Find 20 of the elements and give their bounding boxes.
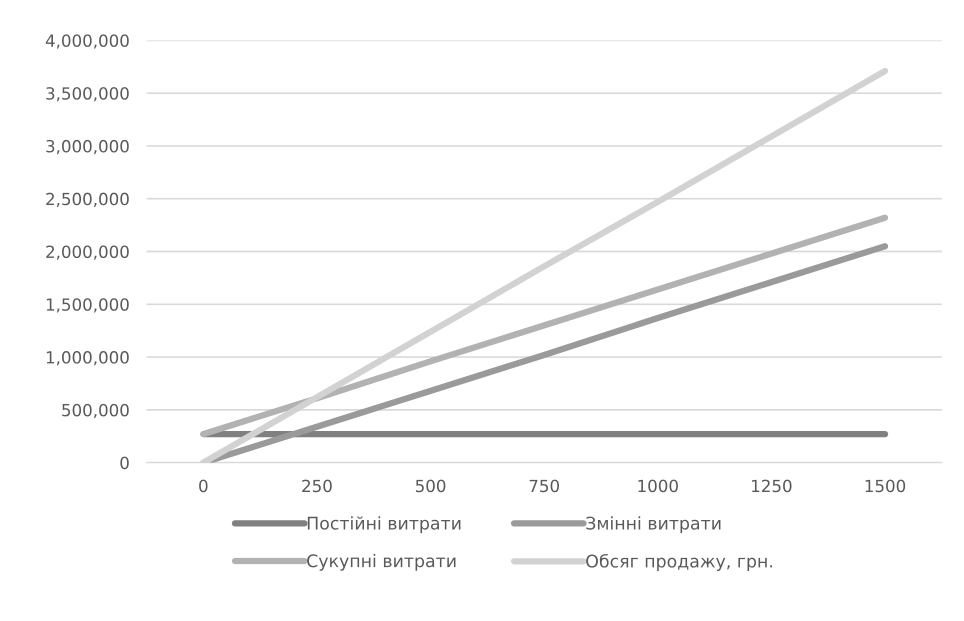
y-tick-label: 1,500,000 bbox=[46, 298, 129, 313]
legend-label: Сукупні витрати bbox=[307, 554, 456, 571]
y-tick-label: 3,500,000 bbox=[46, 87, 129, 102]
y-tick-label: 500,000 bbox=[62, 404, 129, 418]
y-tick-label: 1,000,000 bbox=[46, 351, 129, 366]
x-tick-label: 250 bbox=[302, 480, 332, 492]
legend-label: Змінні витрати bbox=[586, 516, 720, 534]
y-tick-label: 4,000,000 bbox=[46, 34, 129, 49]
y-tick-label: 0 bbox=[120, 456, 129, 470]
x-tick-label: 1250 bbox=[752, 480, 792, 492]
x-tick-label: 1500 bbox=[866, 480, 906, 492]
x-tick-label: 1000 bbox=[638, 480, 678, 492]
x-tick-label: 750 bbox=[530, 480, 559, 492]
y-tick-label: 3,000,000 bbox=[46, 140, 129, 154]
y-tick-label: 2,500,000 bbox=[46, 192, 129, 207]
x-tick-label: 0 bbox=[199, 480, 208, 492]
x-tick-label: 500 bbox=[416, 480, 446, 492]
legend-label: Обсяг продажу, грн. bbox=[586, 554, 772, 572]
legend-label: Постійні витрати bbox=[308, 516, 460, 534]
y-tick-label: 2,000,000 bbox=[46, 245, 129, 260]
